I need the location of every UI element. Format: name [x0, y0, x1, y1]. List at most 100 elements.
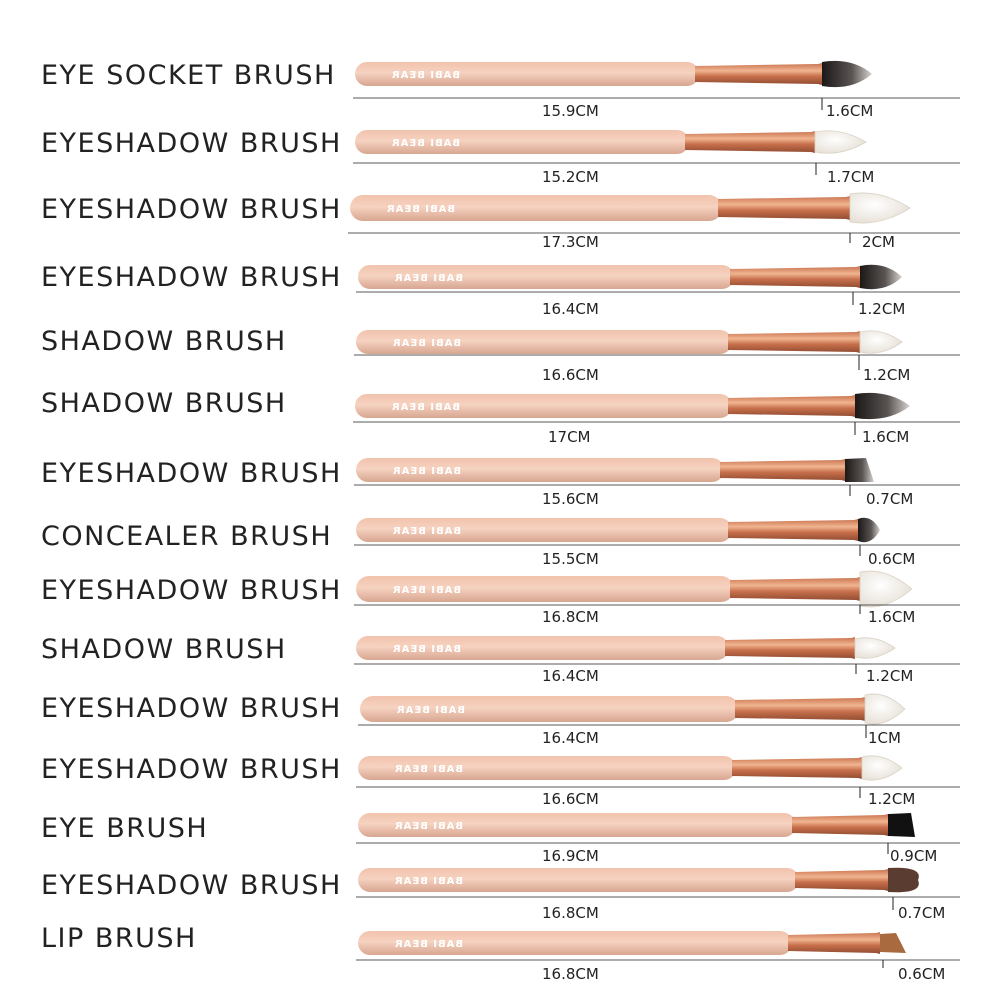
bristle-length-label: 1.6CM: [862, 428, 910, 446]
brush-handle: [358, 265, 734, 289]
bristle-tip: [880, 933, 906, 953]
total-length-label: 17CM: [548, 428, 591, 446]
brush-handle: [355, 62, 699, 86]
brush-ferrule: [732, 757, 862, 779]
total-length-label: 15.6CM: [542, 490, 599, 508]
bristle-length-label: 1.6CM: [868, 608, 916, 626]
brush-handle: [358, 868, 799, 892]
bristle-length-label: 0.6CM: [898, 965, 946, 983]
total-length-label: 17.3CM: [542, 233, 599, 251]
brush-ferrule: [735, 697, 865, 721]
brush-ferrule: [685, 131, 815, 153]
brush-name-label: EYE BRUSH: [41, 813, 209, 844]
brush-7: BABI BEAR: [354, 458, 960, 496]
bristle-tip: [855, 392, 910, 420]
brush-name-label: EYESHADOW BRUSH: [41, 575, 342, 606]
brush-1: BABI BEAR: [353, 60, 960, 110]
brush-name-label: CONCEALER BRUSH: [41, 521, 333, 552]
brand-print: BABI BEAR: [394, 939, 463, 950]
brush-handle: [350, 195, 722, 221]
bristle-tip: [845, 458, 874, 482]
brush-15: BABI BEAR: [356, 931, 960, 968]
brand-print: BABI BEAR: [391, 138, 460, 149]
bristle-length-label: 2CM: [862, 233, 895, 251]
brush-handle: [355, 394, 732, 418]
brand-print: BABI BEAR: [386, 204, 455, 215]
brand-print: BABI BEAR: [396, 705, 465, 716]
bristle-length-label: 1CM: [868, 729, 901, 747]
bristle-tip: [859, 330, 903, 354]
brush-ferrule: [788, 932, 880, 954]
brush-4: BABI BEAR: [356, 264, 960, 305]
bristle-length-label: 1.2CM: [868, 790, 916, 808]
brush-ferrule: [795, 869, 888, 891]
brush-name-label: EYE SOCKET BRUSH: [41, 60, 336, 91]
total-length-label: 16.8CM: [542, 904, 599, 922]
brush-14: BABI BEAR: [356, 867, 960, 910]
bristle-length-label: 0.6CM: [868, 550, 916, 568]
bristle-tip: [888, 867, 919, 893]
bristle-tip: [860, 264, 902, 290]
brush-handle: [358, 931, 792, 955]
bristle-tip: [861, 755, 903, 781]
bristle-tip: [858, 517, 880, 543]
bristle-tip: [864, 693, 906, 725]
brush-11: BABI BEAR: [358, 693, 960, 738]
total-length-label: 16.4CM: [542, 667, 599, 685]
total-length-label: 16.6CM: [542, 366, 599, 384]
total-length-label: 16.6CM: [542, 790, 599, 808]
brush-handle: [360, 696, 739, 722]
brand-print: BABI BEAR: [391, 70, 460, 81]
total-length-label: 16.9CM: [542, 847, 599, 865]
brush-9: BABI BEAR: [354, 570, 960, 614]
bristle-tip: [888, 813, 915, 837]
brand-print: BABI BEAR: [392, 585, 461, 596]
brush-ferrule: [720, 459, 845, 481]
brush-handle: [356, 636, 729, 660]
brush-8: BABI BEAR: [354, 517, 960, 556]
brush-10: BABI BEAR: [354, 636, 960, 674]
bristle-tip: [814, 130, 867, 154]
brush-name-label: SHADOW BRUSH: [41, 326, 287, 357]
bristle-length-label: 0.7CM: [898, 904, 946, 922]
brush-5: BABI BEAR: [354, 330, 960, 370]
bristle-tip: [859, 570, 913, 608]
brush-ferrule: [695, 63, 822, 85]
brush-handle: [355, 130, 689, 154]
brush-handle: [356, 576, 734, 602]
bristle-tip: [854, 637, 896, 659]
brush-ferrule: [728, 331, 860, 353]
bristle-tip: [849, 192, 911, 224]
brush-6: BABI BEAR: [353, 392, 960, 435]
brush-name-label: EYESHADOW BRUSH: [41, 262, 342, 293]
brand-print: BABI BEAR: [392, 526, 461, 537]
total-length-label: 15.9CM: [542, 102, 599, 120]
brush-handle: [356, 458, 724, 482]
total-length-label: 16.8CM: [542, 608, 599, 626]
brand-print: BABI BEAR: [394, 821, 463, 832]
total-length-label: 16.4CM: [542, 300, 599, 318]
brush-name-label: EYESHADOW BRUSH: [41, 693, 342, 724]
brush-ferrule: [728, 395, 855, 417]
bristle-length-label: 1.2CM: [858, 300, 906, 318]
brush-name-label: EYESHADOW BRUSH: [41, 754, 342, 785]
brush-13: BABI BEAR: [356, 813, 960, 854]
brush-name-label: LIP BRUSH: [41, 923, 197, 954]
brush-2: BABI BEAR: [353, 130, 960, 175]
bristle-length-label: 0.7CM: [866, 490, 914, 508]
brush-name-label: EYESHADOW BRUSH: [41, 128, 342, 159]
brush-name-label: EYESHADOW BRUSH: [41, 458, 342, 489]
total-length-label: 15.2CM: [542, 168, 599, 186]
brush-handle: [356, 330, 732, 354]
bristle-tip: [822, 60, 872, 88]
brush-name-label: EYESHADOW BRUSH: [41, 870, 342, 901]
brush-3: BABI BEAR: [348, 192, 960, 243]
total-length-label: 16.4CM: [542, 729, 599, 747]
bristle-length-label: 1.7CM: [827, 168, 875, 186]
brush-name-label: EYESHADOW BRUSH: [41, 194, 342, 225]
bristle-length-label: 1.6CM: [826, 102, 874, 120]
brush-ferrule: [718, 196, 850, 220]
brush-ferrule: [730, 577, 860, 601]
